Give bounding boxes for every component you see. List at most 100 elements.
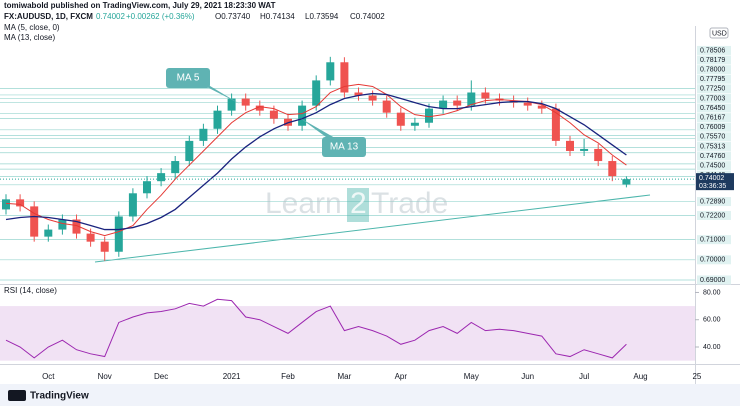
last: 0.74002: [96, 12, 125, 21]
candle-body: [425, 108, 433, 123]
footer-band: [0, 384, 740, 406]
annotation: MA 13: [330, 142, 359, 153]
candle-body: [622, 179, 631, 185]
layout: [0, 26, 740, 406]
y-tick-label: 0.74500: [700, 162, 725, 169]
rsi-line: [5, 298, 627, 359]
rsi-tick-label: 80.00: [703, 289, 721, 296]
x-tick-label: Jul: [579, 372, 589, 381]
y-tick-label: 0.75313: [700, 143, 725, 150]
candle-body: [354, 92, 363, 96]
symbol: FX:AUDUSD, 1D, FXCM: [4, 12, 93, 21]
candle-body: [128, 193, 137, 217]
y-tick-label: 0.72890: [700, 198, 725, 205]
annotation-box: [166, 68, 210, 88]
level-label-box: [697, 113, 731, 123]
currency-box: [709, 27, 729, 39]
candle-body: [114, 216, 123, 252]
candle-body: [340, 62, 349, 93]
y-tick-label: 0.78000: [700, 66, 725, 73]
candle-body: [439, 100, 448, 109]
candle-body: [86, 233, 95, 242]
level-label-box: [697, 84, 731, 94]
y-tick-label: 0.72200: [700, 212, 725, 219]
currency: USD: [712, 30, 727, 37]
candle-body: [594, 148, 603, 162]
annotation: MA 5: [177, 73, 200, 84]
level-label-box: [697, 197, 731, 207]
candle-body: [566, 140, 574, 151]
candle-body: [185, 140, 194, 162]
candle-body: [382, 100, 391, 113]
ohlc: O0.73740: [215, 12, 251, 21]
x-tick-label: May: [464, 372, 479, 381]
ohlc: L0.73594: [305, 12, 339, 21]
annotation-pointer: [200, 80, 240, 104]
x-tick-label: Apr: [395, 372, 408, 381]
watermark: 2: [350, 187, 367, 220]
x-tick-label: Nov: [98, 372, 112, 381]
trend-line: [94, 194, 651, 263]
level-label-box: [697, 210, 731, 220]
level-label-box: [697, 65, 731, 75]
candle-body: [44, 229, 53, 237]
candle-body: [467, 92, 476, 106]
candle-body: [269, 110, 278, 119]
level-label-box: [697, 151, 731, 161]
candle-body: [608, 161, 617, 177]
brand-logo: [8, 390, 26, 401]
level-label-box: [697, 93, 731, 103]
level-label-box: [697, 103, 731, 113]
indicator: MA (5, close, 0): [4, 23, 60, 32]
ohlc: H0.74134: [260, 12, 295, 21]
change: +0.00262 (+0.36%): [126, 12, 195, 21]
candle-body: [551, 108, 560, 141]
watermark-part: Learn: [265, 187, 342, 220]
level-label-box: [697, 74, 731, 84]
y-tick-label: 0.76167: [700, 114, 725, 121]
rsi-band: [0, 306, 695, 361]
candle-body: [143, 181, 151, 194]
candle-body: [16, 199, 25, 207]
level-label-box: [697, 141, 731, 151]
candle-body: [580, 148, 589, 151]
candle-body: [312, 80, 321, 106]
candle-body: [227, 98, 236, 111]
y-tick-label: 0.78179: [700, 57, 725, 64]
y-tick-label: 0.78506: [700, 47, 725, 54]
brand: TradingView: [30, 391, 89, 402]
candle-body: [368, 95, 377, 101]
candle-body: [2, 199, 10, 210]
candle-body: [298, 105, 307, 126]
rsi-title: RSI (14, close): [4, 286, 57, 295]
candle-body: [410, 122, 419, 126]
candle-body: [72, 219, 81, 234]
candle-body: [58, 219, 67, 230]
candle-body: [255, 105, 264, 111]
candle-body: [396, 112, 405, 126]
candle-body: [537, 105, 546, 109]
level-label-box: [697, 122, 731, 132]
candle-body: [199, 128, 208, 141]
x-tick-label: Dec: [154, 372, 168, 381]
level-label-box: [697, 235, 731, 245]
y-tick-label: 0.70000: [700, 257, 725, 264]
candle-body: [100, 241, 109, 252]
y-tick-label: 0.74760: [700, 153, 725, 160]
x-tick-label: 2021: [223, 372, 241, 381]
level-label-box: [697, 275, 731, 285]
candle-body: [30, 206, 39, 237]
y-tick-label: 0.76009: [700, 124, 725, 131]
rsi-tick-label: 60.00: [703, 317, 721, 324]
y-tick-label: 0.71000: [700, 236, 725, 243]
publisher: tomiwabold published on TradingView.com,…: [4, 1, 276, 10]
y-tick-label: 0.75570: [700, 134, 725, 141]
level-label-box: [697, 255, 731, 265]
candle-body: [157, 173, 166, 182]
x-tick-label: Mar: [338, 372, 352, 381]
countdown: 03:36:35: [699, 183, 726, 190]
watermark: Trade: [371, 187, 448, 220]
ohlc: C0.74002: [350, 12, 385, 21]
level-label-box: [697, 161, 731, 171]
